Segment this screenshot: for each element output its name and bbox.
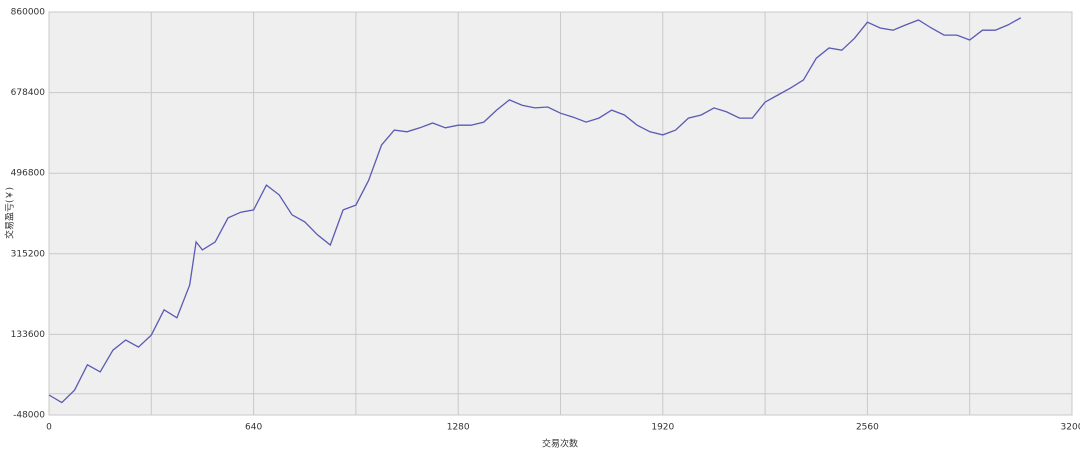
series-line [48,17,1022,404]
x-tick-label: 2560 [856,423,879,433]
x-tick-label: 3200 [1061,423,1080,433]
y-tick-label: 315200 [11,249,46,259]
y-tick-label: 860000 [11,8,46,18]
y-axis-label: 交易盈亏(￥) [4,187,16,239]
x-tick-label: 1280 [447,423,470,433]
x-tick-label: 640 [245,423,262,433]
x-tick-label: 1920 [651,423,674,433]
x-tick-label: 0 [46,423,52,433]
y-tick-label: -48000 [13,411,45,421]
y-tick-label: 678400 [11,88,46,98]
y-tick-label: 496800 [11,169,46,179]
y-tick-label: 133600 [11,330,46,340]
x-axis-label: 交易次数 [542,438,578,450]
